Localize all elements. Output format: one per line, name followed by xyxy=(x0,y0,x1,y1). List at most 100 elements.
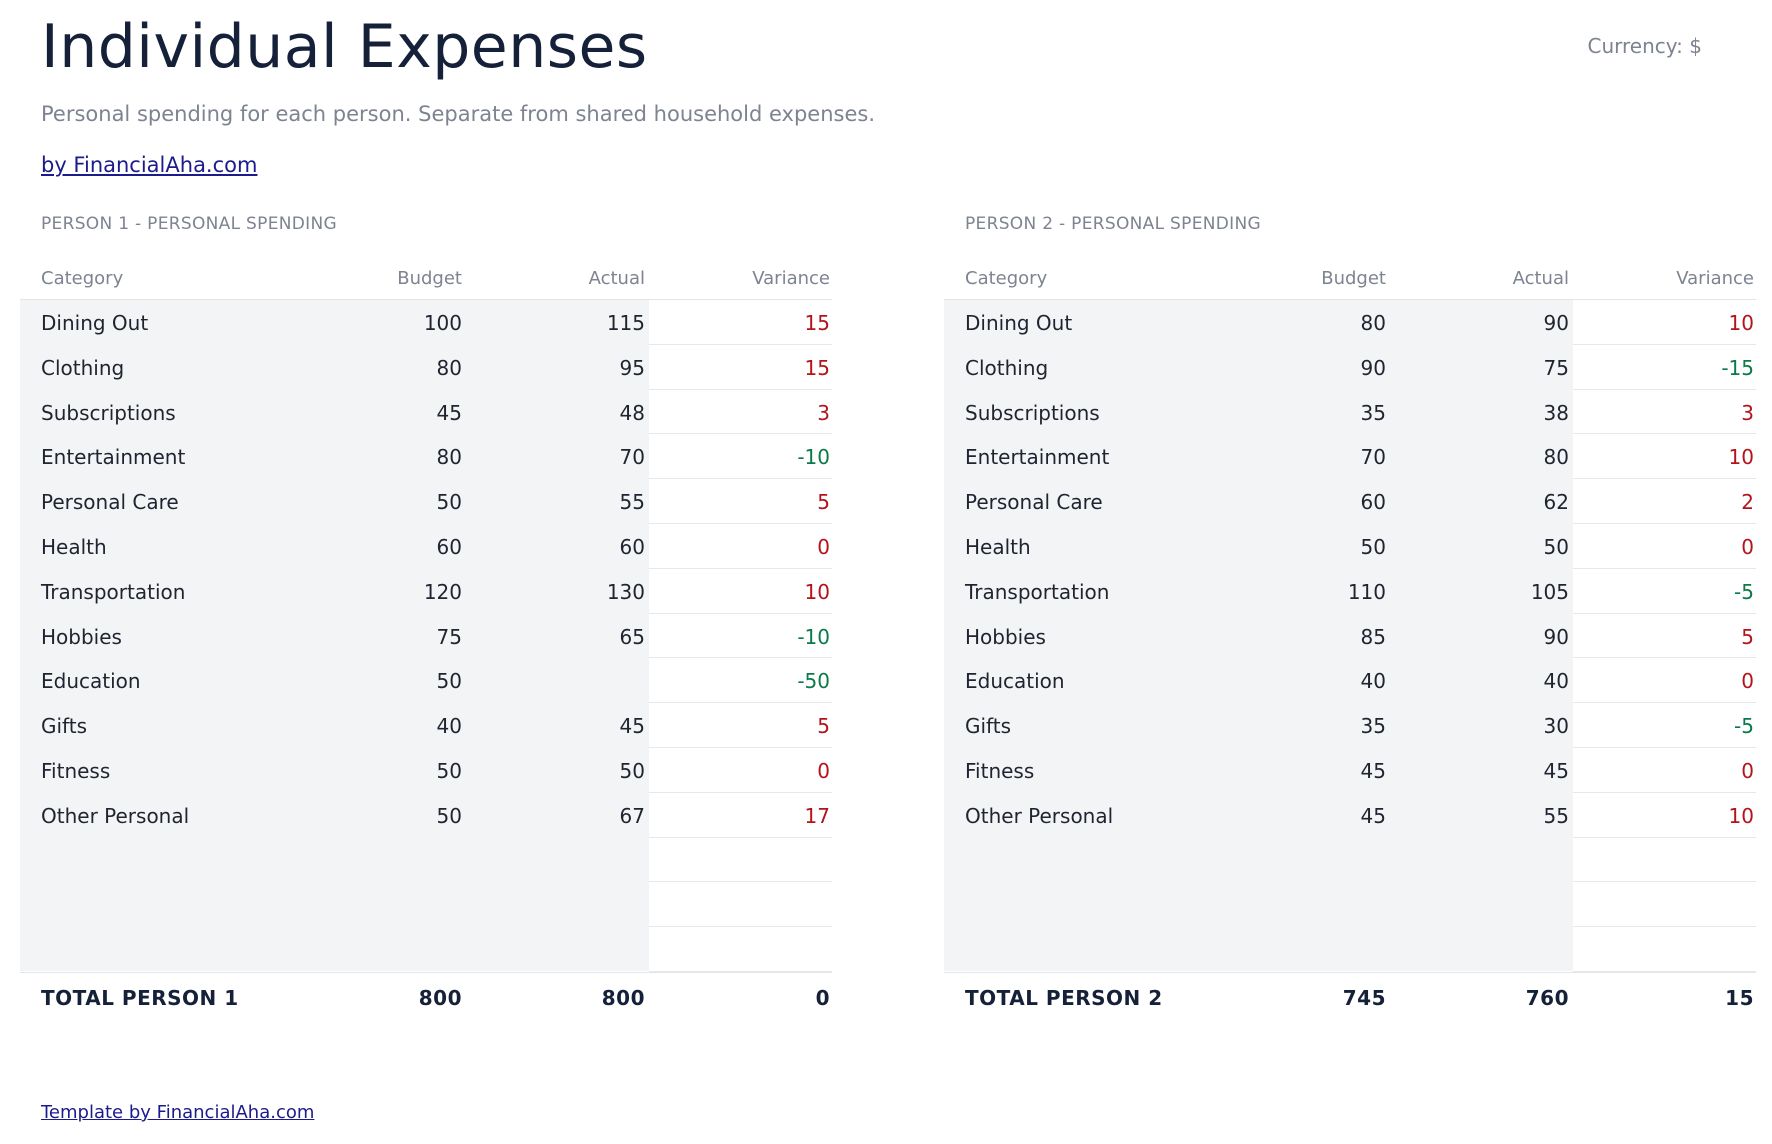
variance-cell xyxy=(649,300,832,345)
category-cell[interactable]: Subscriptions xyxy=(41,400,176,425)
category-cell[interactable]: Clothing xyxy=(965,355,1049,380)
category-cell[interactable]: Personal Care xyxy=(41,490,179,515)
budget-cell[interactable]: 60 xyxy=(1360,490,1386,515)
budget-cell[interactable]: 50 xyxy=(1360,534,1386,559)
budget-cell[interactable]: 45 xyxy=(436,400,462,425)
category-cell[interactable]: Dining Out xyxy=(965,311,1073,335)
category-cell[interactable]: Gifts xyxy=(41,714,88,739)
category-cell[interactable]: Transportation xyxy=(41,579,186,604)
budget-cell[interactable]: 60 xyxy=(436,534,462,559)
budget-cell[interactable]: 40 xyxy=(436,714,462,739)
total-budget: 745 xyxy=(1342,985,1386,1010)
variance-value: -15 xyxy=(1721,355,1754,380)
actual-cell[interactable]: 130 xyxy=(606,579,645,604)
table-row: Clothing 80 95 15 xyxy=(20,345,832,390)
budget-cell[interactable]: 120 xyxy=(423,579,462,604)
actual-cell[interactable]: 55 xyxy=(619,490,645,515)
budget-cell[interactable]: 50 xyxy=(436,758,462,783)
category-cell[interactable]: Fitness xyxy=(965,758,1035,783)
budget-cell[interactable]: 80 xyxy=(436,355,462,380)
actual-cell[interactable]: 90 xyxy=(1543,624,1569,649)
budget-cell[interactable]: 45 xyxy=(1360,803,1386,828)
category-cell[interactable]: Subscriptions xyxy=(965,400,1100,425)
category-cell[interactable]: Hobbies xyxy=(41,624,122,649)
variance-value: -10 xyxy=(797,624,830,649)
variance-value: 2 xyxy=(1741,490,1754,515)
table-row xyxy=(20,838,832,883)
budget-cell[interactable]: 110 xyxy=(1347,579,1386,604)
actual-cell[interactable]: 60 xyxy=(619,534,645,559)
variance-cell xyxy=(1573,345,1756,390)
actual-cell[interactable]: 45 xyxy=(619,714,645,739)
actual-cell[interactable]: 50 xyxy=(619,758,645,783)
variance-cell xyxy=(1573,614,1756,659)
budget-cell[interactable]: 35 xyxy=(1360,714,1386,739)
category-cell[interactable]: Dining Out xyxy=(41,311,149,335)
actual-cell[interactable]: 80 xyxy=(1543,445,1569,470)
byline-link[interactable]: by FinancialAha.com xyxy=(41,153,258,177)
category-cell[interactable]: Gifts xyxy=(965,714,1012,739)
budget-cell[interactable]: 40 xyxy=(1360,669,1386,694)
actual-cell[interactable]: 67 xyxy=(619,803,645,828)
category-cell[interactable]: Transportation xyxy=(965,579,1110,604)
variance-value: 10 xyxy=(804,579,830,604)
actual-cell[interactable]: 65 xyxy=(619,624,645,649)
actual-cell[interactable]: 48 xyxy=(619,400,645,425)
col-variance-header: Variance xyxy=(1676,268,1754,289)
category-cell[interactable]: Education xyxy=(965,669,1065,694)
actual-cell[interactable]: 95 xyxy=(619,355,645,380)
actual-cell[interactable]: 70 xyxy=(619,445,645,470)
table-row: Transportation 110 105 -5 xyxy=(944,569,1756,614)
table-row: Personal Care 60 62 2 xyxy=(944,479,1756,524)
budget-cell[interactable]: 50 xyxy=(436,669,462,694)
category-cell[interactable]: Fitness xyxy=(41,758,111,783)
page-title: Individual Expenses xyxy=(41,12,648,82)
category-cell[interactable]: Entertainment xyxy=(41,445,186,470)
category-cell[interactable]: Personal Care xyxy=(965,490,1103,515)
category-cell[interactable]: Other Personal xyxy=(965,803,1114,828)
budget-cell[interactable]: 75 xyxy=(436,624,462,649)
actual-cell[interactable]: 40 xyxy=(1543,669,1569,694)
variance-cell xyxy=(649,793,832,838)
budget-cell[interactable]: 80 xyxy=(436,445,462,470)
category-cell[interactable]: Education xyxy=(41,669,141,694)
input-area-shading xyxy=(20,300,649,971)
actual-cell[interactable]: 62 xyxy=(1543,490,1569,515)
table-row: Hobbies 85 90 5 xyxy=(944,614,1756,659)
variance-cell xyxy=(1573,300,1756,345)
category-cell[interactable]: Other Personal xyxy=(41,803,190,828)
table-row: Other Personal 50 67 17 xyxy=(20,793,832,838)
actual-cell[interactable]: 50 xyxy=(1543,534,1569,559)
category-cell[interactable]: Entertainment xyxy=(965,445,1110,470)
actual-cell[interactable]: 38 xyxy=(1543,400,1569,425)
budget-cell[interactable]: 85 xyxy=(1360,624,1386,649)
variance-cell xyxy=(649,748,832,793)
actual-cell[interactable]: 55 xyxy=(1543,803,1569,828)
budget-cell[interactable]: 35 xyxy=(1360,400,1386,425)
category-cell[interactable]: Health xyxy=(965,534,1031,559)
budget-cell[interactable]: 100 xyxy=(423,311,462,335)
category-cell[interactable]: Clothing xyxy=(41,355,125,380)
budget-cell[interactable]: 90 xyxy=(1360,355,1386,380)
budget-cell[interactable]: 80 xyxy=(1360,311,1386,335)
person1-header-row: Category Budget Actual Variance xyxy=(20,260,832,300)
actual-cell[interactable]: 90 xyxy=(1543,311,1569,335)
variance-cell xyxy=(1573,524,1756,569)
category-cell[interactable]: Hobbies xyxy=(965,624,1046,649)
actual-cell[interactable]: 115 xyxy=(606,311,645,335)
variance-value: 5 xyxy=(1741,624,1754,649)
budget-cell[interactable]: 70 xyxy=(1360,445,1386,470)
actual-cell[interactable]: 30 xyxy=(1543,714,1569,739)
actual-cell[interactable]: 45 xyxy=(1543,758,1569,783)
budget-cell[interactable]: 50 xyxy=(436,803,462,828)
footer-template-link[interactable]: Template by FinancialAha.com xyxy=(41,1102,315,1123)
budget-cell[interactable]: 50 xyxy=(436,490,462,515)
variance-cell xyxy=(1573,838,1756,883)
category-cell[interactable]: Health xyxy=(41,534,107,559)
actual-cell[interactable]: 105 xyxy=(1530,579,1569,604)
actual-cell[interactable]: 75 xyxy=(1543,355,1569,380)
variance-value: 0 xyxy=(1741,758,1754,783)
table-row: Entertainment 80 70 -10 xyxy=(20,434,832,480)
table-row: Education 50 -50 xyxy=(20,658,832,704)
budget-cell[interactable]: 45 xyxy=(1360,758,1386,783)
